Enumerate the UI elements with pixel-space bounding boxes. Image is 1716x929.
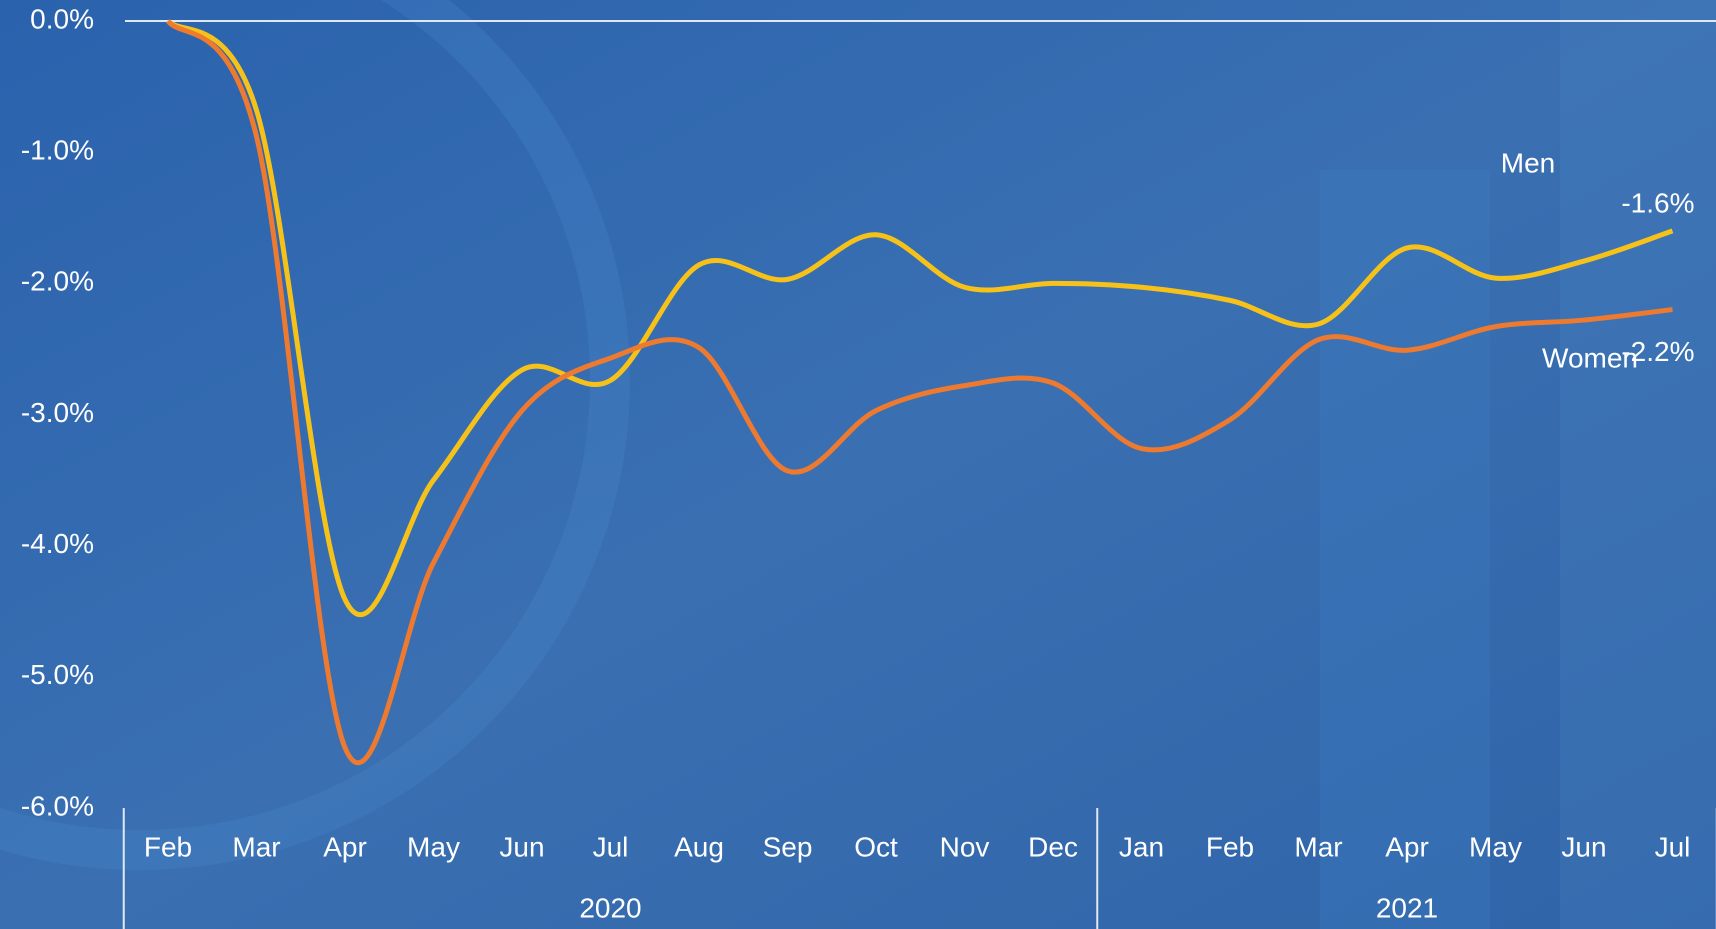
decoration	[1320, 170, 1490, 929]
x-tick-label: Jan	[1119, 831, 1164, 862]
y-tick-label: -2.0%	[21, 266, 94, 297]
line	[166, 19, 1674, 618]
y-tick-label: -1.0%	[21, 135, 94, 166]
x-tick-label: Feb	[1206, 831, 1254, 862]
x-tick-label: Oct	[854, 831, 898, 862]
x-tick-label: Jun	[1561, 831, 1606, 862]
x-tick-label: Feb	[144, 831, 192, 862]
x-tick-label: Mar	[232, 831, 280, 862]
x-tick-label: Jun	[499, 831, 544, 862]
x-tick-label: Sep	[763, 831, 813, 862]
line	[166, 19, 1673, 766]
y-tick-label: -5.0%	[21, 659, 94, 690]
x-tick-label: May	[407, 831, 460, 862]
x-tick-label: Nov	[940, 831, 990, 862]
y-tick-label: -3.0%	[21, 397, 94, 428]
x-tick-label: Mar	[1294, 831, 1342, 862]
series-label: Women	[1542, 342, 1638, 373]
x-group-label: 2021	[1376, 892, 1438, 923]
y-tick-label: 0.0%	[30, 3, 94, 34]
x-tick-label: Jul	[593, 831, 629, 862]
x-group-label: 2020	[579, 892, 641, 923]
y-tick-label: -4.0%	[21, 528, 94, 559]
x-tick-label: Apr	[1385, 831, 1429, 862]
x-tick-label: Aug	[674, 831, 724, 862]
decoration	[1560, 0, 1716, 929]
series-label: Men	[1501, 147, 1555, 178]
x-tick-label: Apr	[323, 831, 367, 862]
x-tick-label: Jul	[1655, 831, 1691, 862]
y-tick-label: -6.0%	[21, 790, 94, 821]
x-tick-label: Dec	[1028, 831, 1078, 862]
value-label: -2.2%	[1621, 336, 1694, 367]
x-tick-label: May	[1469, 831, 1522, 862]
value-label: -1.6%	[1621, 187, 1694, 218]
